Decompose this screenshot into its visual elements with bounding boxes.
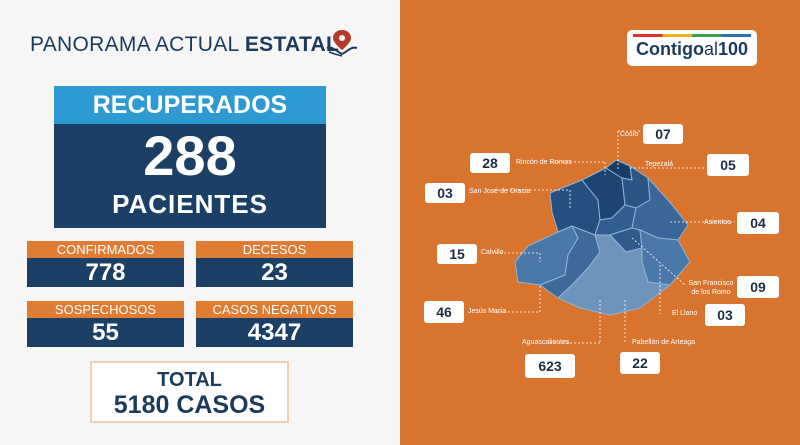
negativos-label: CASOS NEGATIVOS [196, 301, 353, 318]
negativos-card: CASOS NEGATIVOS 4347 [196, 301, 353, 347]
elllano-value: 03 [705, 304, 745, 326]
sanfrancisco-value: 09 [737, 276, 779, 298]
pabellon-value: 22 [620, 352, 660, 374]
logo-number: 100 [717, 39, 749, 59]
title-bold: ESTATAL [244, 33, 340, 56]
state-map [494, 130, 735, 344]
decesos-label: DECESOS [196, 241, 353, 258]
recuperados-value: 288 [143, 124, 237, 187]
recuperados-label: RECUPERADOS [54, 86, 326, 124]
logo-text: Contigoal100 [627, 39, 757, 60]
map-pin-hand-icon [326, 30, 358, 57]
decesos-value: 23 [261, 259, 288, 286]
total-card: TOTAL 5180 CASOS [90, 361, 289, 423]
cosio-label: Cosío [620, 131, 639, 138]
asientos-value: 04 [737, 212, 779, 234]
contigo-logo: Contigoal100 [627, 30, 757, 66]
total-value: 5180 CASOS [113, 391, 266, 419]
pabellon-label: Pabellón de Arteaga [632, 339, 696, 346]
title-light: PANORAMA ACTUAL [30, 33, 239, 56]
sospechosos-value: 55 [92, 319, 119, 346]
total-label: TOTAL [157, 369, 222, 391]
logo-suffix: al [703, 39, 718, 59]
sospechosos-label: SOSPECHOSOS [27, 301, 184, 318]
jesusmaria-label: Jesús María [468, 308, 507, 315]
rincon-label: Rincón de Romos [516, 159, 572, 166]
sanjose-value: 03 [425, 183, 465, 203]
confirmados-label: CONFIRMADOS [27, 241, 184, 258]
sospechosos-card: SOSPECHOSOS 55 [27, 301, 184, 347]
logo-main: Contigo [635, 39, 704, 59]
aguascalientes-value: 623 [525, 354, 575, 378]
recuperados-card: RECUPERADOS 288 PACIENTES [54, 86, 326, 228]
rincon-value: 28 [470, 153, 510, 173]
map-region-aguascalientes [557, 234, 671, 316]
sanfrancisco-label: San Francisco de los Romo [688, 280, 734, 296]
page-title: PANORAMA ACTUAL ESTATAL [30, 33, 339, 57]
calvillo-value: 15 [437, 244, 477, 264]
confirmados-value: 778 [85, 259, 126, 286]
negativos-value: 4347 [247, 319, 302, 346]
sanjose-label: San José de Gracia [469, 188, 531, 195]
decesos-card: DECESOS 23 [196, 241, 353, 287]
asientos-label: Asientos [704, 219, 731, 226]
tepezala-label: Tepezalá [645, 161, 674, 168]
map-region-elllano [639, 229, 691, 286]
confirmados-card: CONFIRMADOS 778 [27, 241, 184, 287]
elllano-label: El Llano [672, 310, 698, 317]
tepezala-value: 05 [707, 154, 749, 176]
calvillo-label: Calvillo [481, 249, 504, 256]
jesusmaria-value: 46 [424, 301, 464, 323]
logo-color-bar [633, 34, 751, 37]
aguascalientes-label: Aguascalientes [522, 339, 570, 346]
cosio-value: 07 [643, 124, 683, 144]
recuperados-unit: PACIENTES [112, 189, 268, 219]
